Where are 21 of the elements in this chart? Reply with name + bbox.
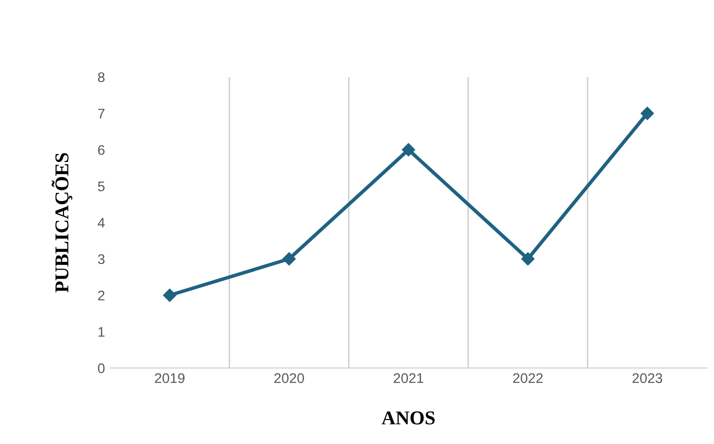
y-tick-label: 5 [98,182,105,192]
x-tick-label: 2023 [632,373,662,384]
x-tick-label: 2019 [154,373,184,384]
x-axis-title: ANOS [382,411,435,424]
point [402,143,416,156]
point [282,252,296,266]
y-tick-label: 7 [98,108,104,118]
point [640,106,654,120]
x-tick-label: 2022 [513,373,543,384]
y-axis-title: PUBLICAÇÕES [52,153,72,292]
y-tick-label: 2 [98,290,104,300]
y-tick-label: 8 [98,72,105,82]
y-tick-label: 1 [98,327,104,337]
y-tick-label: 0 [98,363,105,374]
y-tick-label: 4 [98,218,105,228]
x-tick-label: 2020 [274,373,304,384]
x-tick-label: 2021 [394,373,424,384]
point [521,252,534,266]
point [163,288,176,302]
y-tick-label: 3 [98,254,105,264]
y-tick-label: 6 [98,145,105,155]
